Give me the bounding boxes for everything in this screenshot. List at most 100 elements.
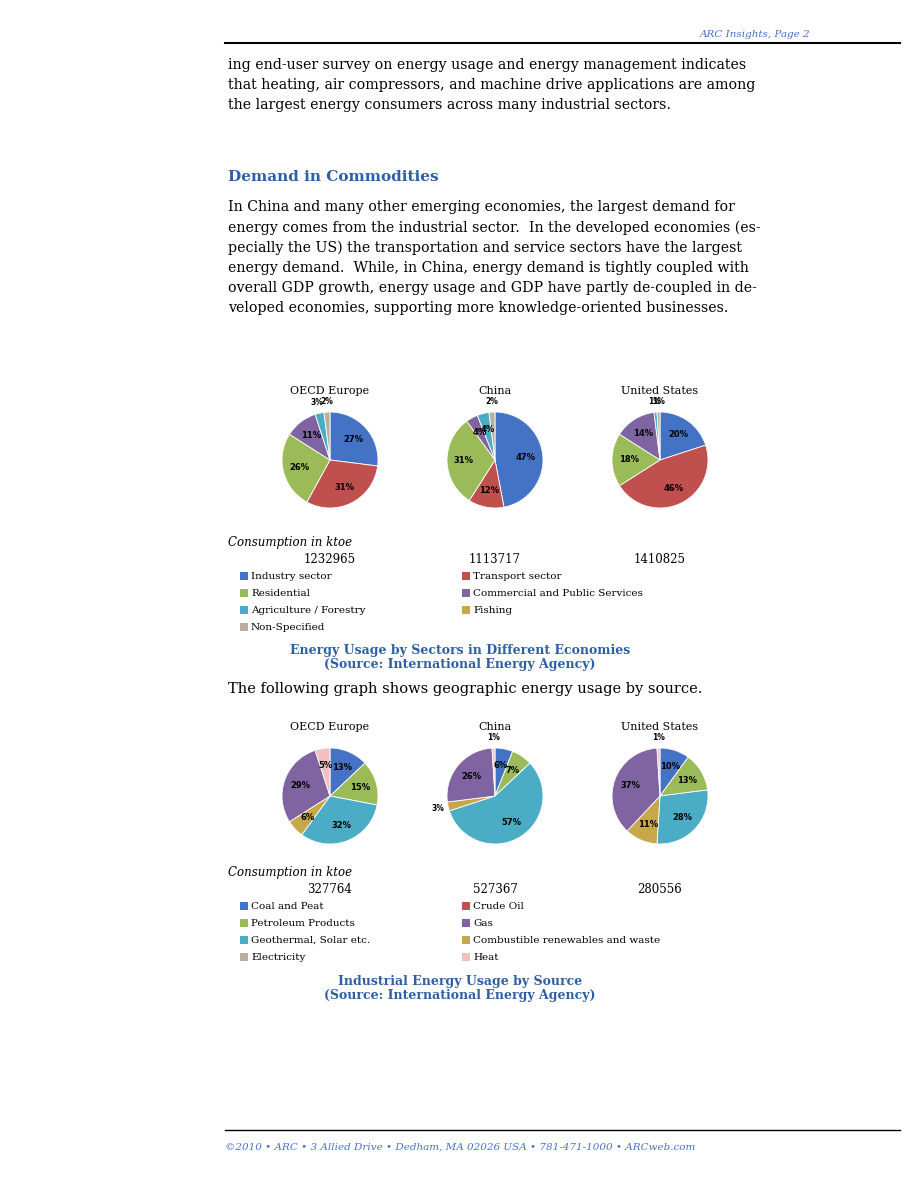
Text: 3%: 3% bbox=[431, 804, 444, 813]
Text: 46%: 46% bbox=[663, 484, 683, 493]
Text: Crude Oil: Crude Oil bbox=[472, 902, 523, 911]
Text: 5%: 5% bbox=[318, 761, 332, 769]
Text: Fishing: Fishing bbox=[472, 606, 512, 615]
Text: Agriculture / Forestry: Agriculture / Forestry bbox=[251, 606, 365, 615]
Text: Consumption in ktoe: Consumption in ktoe bbox=[228, 536, 352, 549]
Text: Geothermal, Solar etc.: Geothermal, Solar etc. bbox=[251, 936, 369, 944]
Text: 13%: 13% bbox=[332, 763, 352, 772]
Text: 47%: 47% bbox=[516, 453, 536, 462]
Wedge shape bbox=[282, 750, 330, 822]
Wedge shape bbox=[489, 412, 494, 460]
Title: China: China bbox=[478, 386, 511, 397]
Text: 327764: 327764 bbox=[307, 883, 352, 896]
Wedge shape bbox=[627, 796, 659, 844]
Text: 4%: 4% bbox=[480, 425, 494, 435]
Text: (Source: International Energy Agency): (Source: International Energy Agency) bbox=[323, 989, 596, 1002]
Wedge shape bbox=[653, 412, 659, 460]
Text: Consumption in ktoe: Consumption in ktoe bbox=[228, 866, 352, 879]
Text: 20%: 20% bbox=[667, 430, 687, 439]
Text: 29%: 29% bbox=[290, 781, 311, 790]
Text: 31%: 31% bbox=[453, 456, 473, 466]
Text: 527367: 527367 bbox=[472, 883, 516, 896]
Title: OECD Europe: OECD Europe bbox=[290, 386, 369, 397]
Text: 11%: 11% bbox=[637, 821, 657, 829]
Text: Energy Usage by Sectors in Different Economies: Energy Usage by Sectors in Different Eco… bbox=[289, 644, 630, 657]
Text: 2%: 2% bbox=[320, 397, 333, 406]
Text: 1%: 1% bbox=[647, 398, 660, 406]
Wedge shape bbox=[330, 763, 378, 805]
Text: 31%: 31% bbox=[334, 484, 354, 492]
Text: 2%: 2% bbox=[484, 397, 497, 406]
Wedge shape bbox=[448, 763, 542, 844]
Wedge shape bbox=[447, 748, 494, 802]
Wedge shape bbox=[301, 796, 377, 844]
Text: ARC Insights, Page 2: ARC Insights, Page 2 bbox=[699, 30, 810, 39]
Wedge shape bbox=[469, 460, 504, 509]
Wedge shape bbox=[494, 748, 512, 796]
Text: 26%: 26% bbox=[460, 772, 481, 780]
Wedge shape bbox=[659, 748, 687, 796]
Wedge shape bbox=[659, 757, 707, 796]
Title: OECD Europe: OECD Europe bbox=[290, 723, 369, 732]
Text: 37%: 37% bbox=[620, 781, 640, 790]
Text: Industry sector: Industry sector bbox=[251, 572, 331, 581]
Text: (Source: International Energy Agency): (Source: International Energy Agency) bbox=[323, 657, 596, 671]
Text: 6%: 6% bbox=[494, 761, 507, 769]
Wedge shape bbox=[282, 435, 330, 503]
Text: Coal and Peat: Coal and Peat bbox=[251, 902, 323, 911]
Text: 14%: 14% bbox=[632, 429, 652, 438]
Text: ©2010 • ARC • 3 Allied Drive • Dedham, MA 02026 USA • 781-471-1000 • ARCweb.com: ©2010 • ARC • 3 Allied Drive • Dedham, M… bbox=[224, 1143, 695, 1152]
Text: 1%: 1% bbox=[651, 732, 664, 742]
Text: Gas: Gas bbox=[472, 919, 493, 928]
Text: 32%: 32% bbox=[331, 821, 351, 829]
Text: 12%: 12% bbox=[479, 486, 499, 495]
Title: United States: United States bbox=[620, 723, 698, 732]
Text: 6%: 6% bbox=[300, 813, 314, 822]
Wedge shape bbox=[659, 412, 705, 460]
Text: Combustible renewables and waste: Combustible renewables and waste bbox=[472, 936, 660, 944]
Wedge shape bbox=[618, 412, 659, 460]
Wedge shape bbox=[447, 796, 494, 811]
Text: 27%: 27% bbox=[343, 435, 363, 444]
Title: China: China bbox=[478, 723, 511, 732]
Text: Industrial Energy Usage by Source: Industrial Energy Usage by Source bbox=[337, 975, 582, 989]
Wedge shape bbox=[656, 790, 708, 844]
Wedge shape bbox=[315, 748, 330, 796]
Wedge shape bbox=[618, 445, 708, 509]
Text: 1%: 1% bbox=[651, 397, 664, 406]
Wedge shape bbox=[447, 422, 494, 500]
Text: The following graph shows geographic energy usage by source.: The following graph shows geographic ene… bbox=[228, 682, 701, 696]
Text: 7%: 7% bbox=[505, 766, 519, 774]
Wedge shape bbox=[611, 748, 659, 831]
Text: 28%: 28% bbox=[672, 813, 692, 822]
Wedge shape bbox=[611, 435, 659, 486]
Wedge shape bbox=[466, 416, 494, 460]
Wedge shape bbox=[330, 748, 365, 796]
Wedge shape bbox=[307, 460, 377, 509]
Text: Heat: Heat bbox=[472, 953, 498, 962]
Text: 1113717: 1113717 bbox=[469, 553, 520, 566]
Wedge shape bbox=[494, 752, 529, 796]
Text: Petroleum Products: Petroleum Products bbox=[251, 919, 355, 928]
Wedge shape bbox=[656, 412, 659, 460]
Text: Electricity: Electricity bbox=[251, 953, 305, 962]
Text: 1410825: 1410825 bbox=[633, 553, 686, 566]
Text: 1232965: 1232965 bbox=[303, 553, 356, 566]
Wedge shape bbox=[477, 412, 494, 460]
Text: 18%: 18% bbox=[618, 455, 638, 464]
Wedge shape bbox=[494, 412, 542, 507]
Wedge shape bbox=[323, 412, 330, 460]
Text: 1%: 1% bbox=[486, 732, 499, 742]
Text: 4%: 4% bbox=[472, 428, 486, 437]
Wedge shape bbox=[289, 414, 330, 460]
Text: 15%: 15% bbox=[349, 782, 369, 792]
Wedge shape bbox=[330, 412, 378, 466]
Wedge shape bbox=[315, 412, 330, 460]
Text: ing end-user survey on energy usage and energy management indicates
that heating: ing end-user survey on energy usage and … bbox=[228, 58, 754, 112]
Text: 26%: 26% bbox=[289, 463, 310, 473]
Text: Transport sector: Transport sector bbox=[472, 572, 561, 581]
Text: Demand in Commodities: Demand in Commodities bbox=[228, 170, 438, 183]
Wedge shape bbox=[289, 796, 330, 835]
Text: 13%: 13% bbox=[676, 775, 696, 785]
Text: 3%: 3% bbox=[311, 398, 323, 407]
